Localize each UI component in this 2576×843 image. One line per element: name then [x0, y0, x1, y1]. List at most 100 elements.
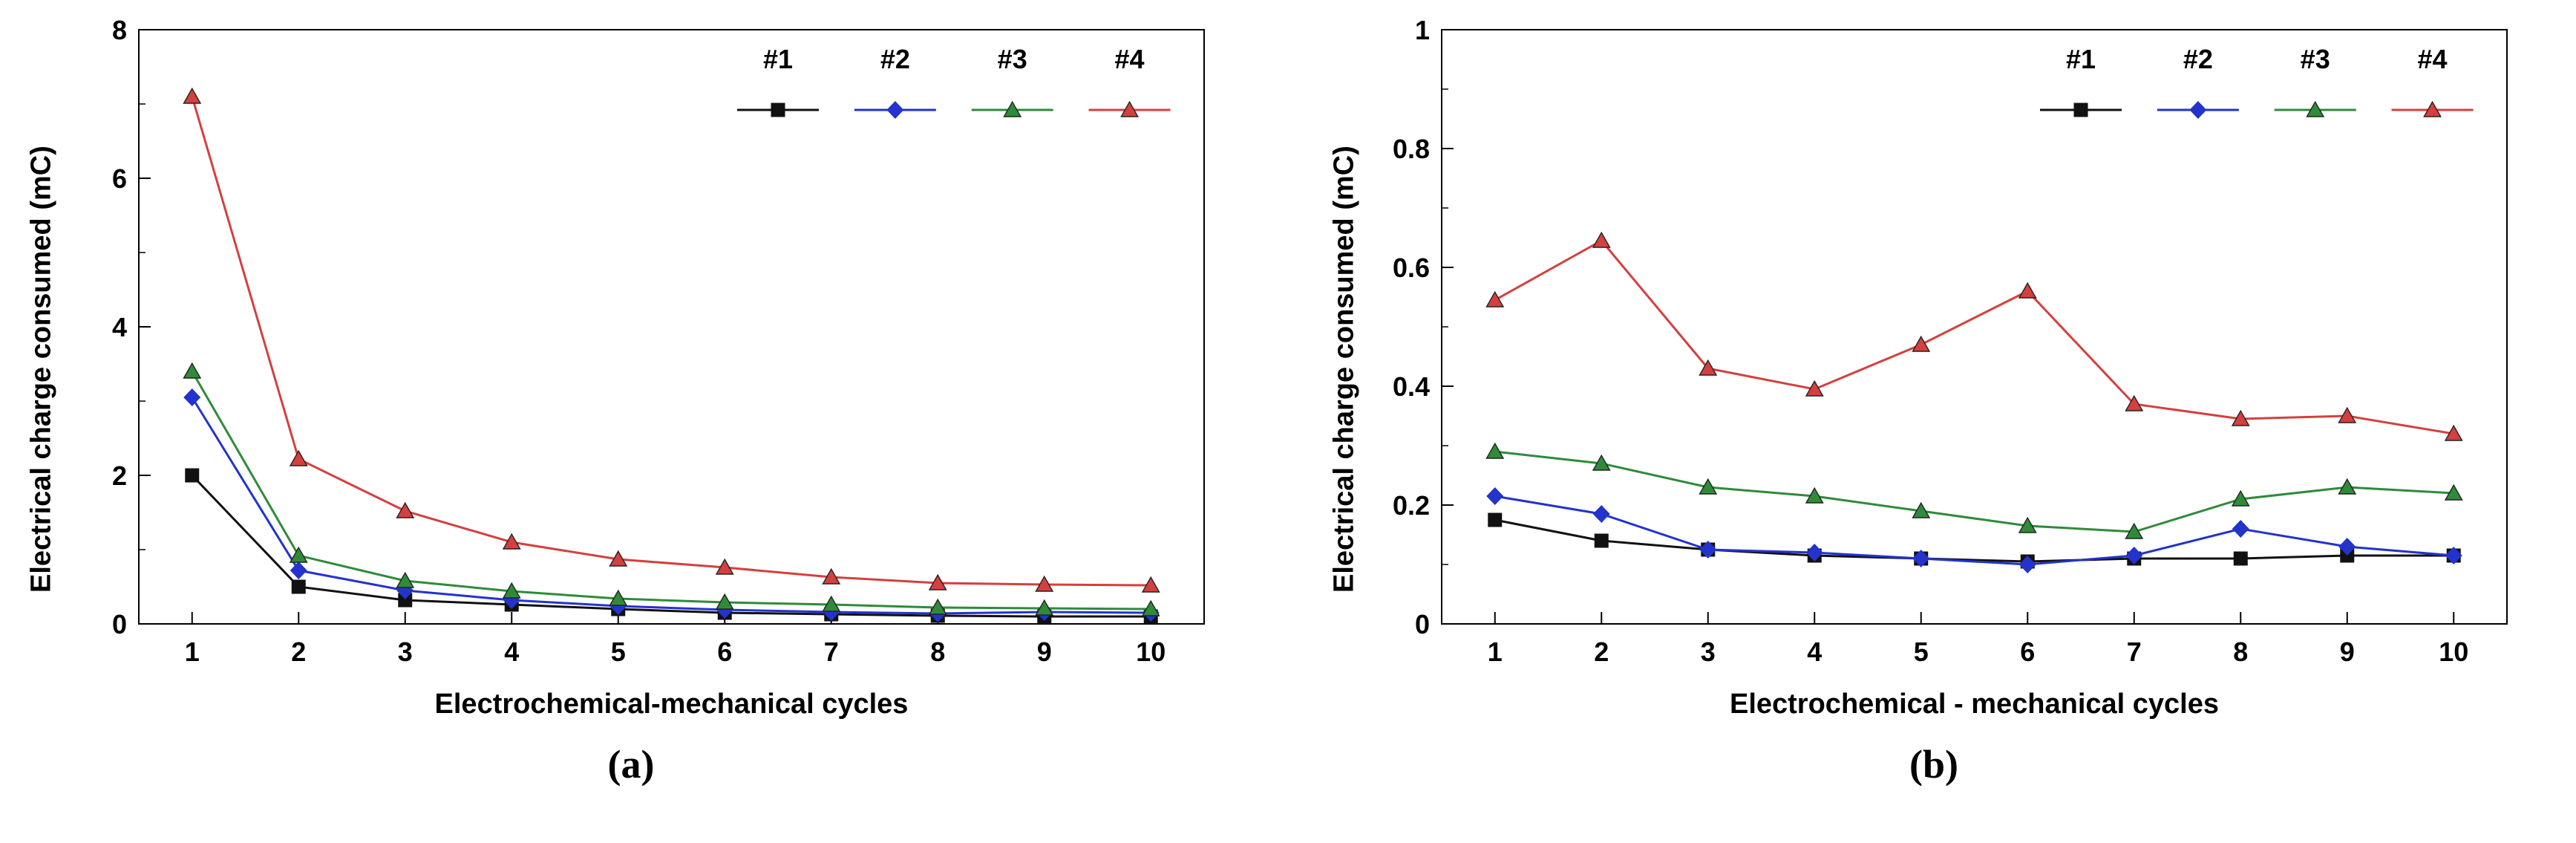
- legend-label: #2: [2183, 44, 2213, 74]
- subfigure-label: (a): [607, 742, 655, 787]
- marker-triangle: [2444, 484, 2463, 501]
- marker-triangle: [2338, 478, 2357, 495]
- y-tick-label: 2: [112, 460, 127, 491]
- x-tick-label: 1: [1488, 637, 1503, 667]
- marker-triangle: [2231, 489, 2250, 507]
- marker-square: [2233, 551, 2248, 566]
- marker-diamond: [2189, 101, 2207, 119]
- series-line-num3: [1494, 450, 2454, 533]
- marker-triangle: [502, 582, 521, 599]
- y-axis-title: Electrical charge consumed (mC): [25, 146, 57, 593]
- x-axis-title: Electrochemical - mechanical cycles: [1729, 689, 2220, 720]
- y-tick-label: 1: [1415, 15, 1430, 45]
- marker-diamond: [290, 562, 307, 579]
- marker-square: [2073, 102, 2088, 117]
- marker-triangle: [289, 546, 308, 563]
- x-tick-label: 1: [185, 637, 200, 667]
- series-line-num2: [1494, 495, 2454, 566]
- marker-triangle: [1035, 575, 1054, 592]
- marker-diamond: [2338, 538, 2356, 556]
- y-tick-label: 0.2: [1393, 490, 1430, 521]
- figure-panel-b: Electrical charge consumed (mC) 0 0.2 0.4 0…: [1321, 7, 2546, 843]
- y-tick-label: 4: [112, 312, 127, 342]
- marker-triangle: [2125, 394, 2144, 411]
- marker-triangle: [1120, 100, 1140, 117]
- marker-triangle: [1912, 335, 1931, 352]
- x-tick-label: 5: [1914, 637, 1929, 667]
- marker-triangle: [2018, 281, 2037, 299]
- y-axis-title: Electrical charge consumed (mC): [1328, 146, 1360, 593]
- marker-diamond: [2018, 556, 2036, 573]
- x-tick-label: 3: [398, 637, 413, 667]
- series-line-num4: [1494, 239, 2454, 435]
- series-line-num3: [191, 371, 1151, 611]
- marker-triangle: [1805, 380, 1824, 397]
- marker-triangle: [822, 567, 841, 585]
- x-tick-label: 7: [2127, 637, 2142, 667]
- marker-triangle: [2018, 516, 2037, 533]
- plot-b: 0 0.2 0.4 0.6 0.8 1 1 2 3 4 5 6 7 8 9 10 #1 #2 #3 #4: [1393, 15, 2508, 667]
- x-tick-label: 7: [824, 637, 839, 667]
- marker-triangle: [1592, 231, 1611, 248]
- subfigure-label: (b): [1909, 742, 1958, 787]
- x-tick-label: 5: [611, 637, 626, 667]
- y-tick-label: 0.8: [1393, 134, 1430, 164]
- plot-frame: [138, 29, 1205, 625]
- marker-triangle: [183, 362, 202, 379]
- figure-panel-a: Electrical charge consumed (mC) 0 2 4 6 8 1 2 3…: [19, 7, 1243, 843]
- legend-label: #1: [763, 44, 793, 74]
- marker-triangle: [928, 573, 947, 590]
- marker-triangle: [928, 598, 947, 615]
- legend-label: #4: [1115, 44, 1145, 74]
- marker-diamond: [1486, 487, 1504, 505]
- marker-triangle: [2423, 100, 2442, 117]
- marker-triangle: [609, 589, 628, 606]
- legend-label: #3: [998, 44, 1027, 74]
- marker-diamond: [2445, 547, 2462, 564]
- marker-diamond: [886, 101, 904, 119]
- marker-triangle: [2231, 409, 2250, 426]
- x-tick-label: 6: [2020, 637, 2035, 667]
- x-tick-label: 6: [717, 637, 732, 667]
- marker-triangle: [1141, 576, 1160, 593]
- series-line-num1: [191, 474, 1151, 618]
- marker-triangle: [2125, 522, 2144, 539]
- marker-square: [185, 468, 200, 483]
- legend-label: #2: [880, 44, 910, 74]
- x-tick-label: 9: [2340, 637, 2355, 667]
- marker-square: [1594, 533, 1609, 548]
- x-tick-label: 4: [1807, 637, 1822, 667]
- marker-triangle: [1592, 454, 1611, 471]
- marker-triangle: [396, 501, 415, 518]
- marker-triangle: [502, 533, 521, 550]
- y-tick-label: 0.6: [1393, 253, 1430, 283]
- marker-triangle: [1485, 290, 1505, 307]
- marker-triangle: [1805, 486, 1824, 504]
- marker-triangle: [396, 571, 415, 588]
- marker-diamond: [183, 388, 201, 406]
- series-line-num1: [1494, 518, 2454, 563]
- x-tick-label: 2: [291, 637, 306, 667]
- chart-area-b: Electrical charge consumed (mC) 0 0.2 0.4 0…: [1321, 7, 2526, 687]
- marker-triangle: [1912, 501, 1931, 518]
- legend-label: #1: [2066, 44, 2096, 74]
- x-tick-label: 4: [504, 637, 519, 667]
- x-tick-label: 2: [1594, 637, 1609, 667]
- marker-square: [291, 579, 306, 594]
- marker-triangle: [2444, 424, 2463, 441]
- marker-triangle: [1035, 599, 1054, 616]
- marker-square: [1488, 512, 1503, 527]
- marker-triangle: [289, 449, 308, 466]
- series-line-num2: [191, 397, 1151, 615]
- x-tick-label: 10: [1136, 637, 1166, 667]
- x-tick-label: 10: [2439, 637, 2468, 667]
- marker-triangle: [715, 558, 734, 575]
- marker-diamond: [2125, 547, 2143, 564]
- y-tick-label: 6: [112, 163, 127, 194]
- x-axis-title: Electrochemical-mechanical cycles: [434, 689, 909, 720]
- marker-triangle: [183, 87, 202, 104]
- series-line-num4: [191, 96, 1151, 587]
- marker-diamond: [1699, 541, 1717, 559]
- legend-label: #4: [2418, 44, 2448, 74]
- x-tick-label: 9: [1037, 637, 1052, 667]
